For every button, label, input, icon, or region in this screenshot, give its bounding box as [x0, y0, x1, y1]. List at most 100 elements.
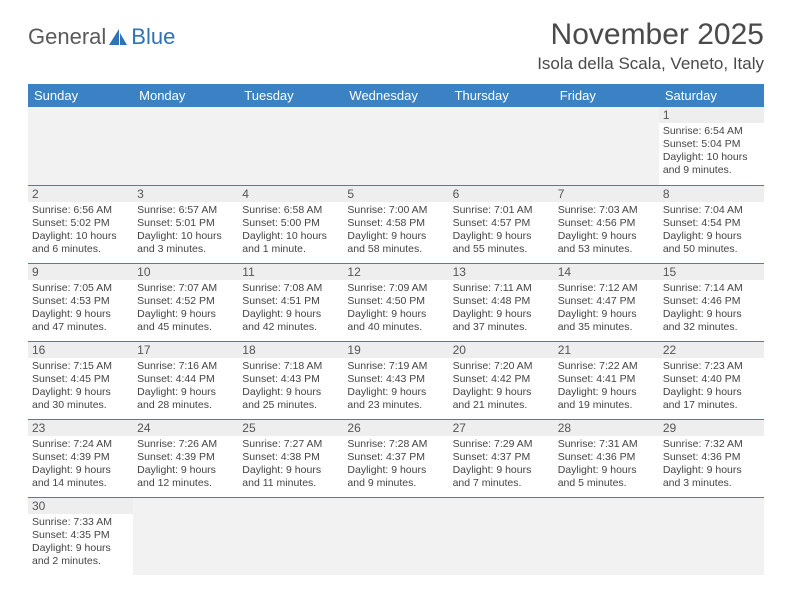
- location: Isola della Scala, Veneto, Italy: [537, 54, 764, 74]
- day-info: Sunrise: 7:32 AMSunset: 4:36 PMDaylight:…: [663, 438, 760, 491]
- daylight-line: Daylight: 9 hours and 50 minutes.: [663, 230, 760, 256]
- weekday-header: Thursday: [449, 84, 554, 107]
- sunrise-line: Sunrise: 7:04 AM: [663, 204, 760, 217]
- sunset-line: Sunset: 4:39 PM: [137, 451, 234, 464]
- daylight-line: Daylight: 9 hours and 2 minutes.: [32, 542, 129, 568]
- sunset-line: Sunset: 4:44 PM: [137, 373, 234, 386]
- day-info: Sunrise: 7:07 AMSunset: 4:52 PMDaylight:…: [137, 282, 234, 335]
- sunset-line: Sunset: 5:04 PM: [663, 138, 760, 151]
- sunrise-line: Sunrise: 7:24 AM: [32, 438, 129, 451]
- sunset-line: Sunset: 4:36 PM: [663, 451, 760, 464]
- day-number: 10: [133, 264, 238, 280]
- daylight-line: Daylight: 9 hours and 37 minutes.: [453, 308, 550, 334]
- sunset-line: Sunset: 5:02 PM: [32, 217, 129, 230]
- daylight-line: Daylight: 9 hours and 28 minutes.: [137, 386, 234, 412]
- sunset-line: Sunset: 4:50 PM: [347, 295, 444, 308]
- day-number: 2: [28, 186, 133, 202]
- sunset-line: Sunset: 4:36 PM: [558, 451, 655, 464]
- calendar-cell: 19 Sunrise: 7:19 AMSunset: 4:43 PMDayligh…: [343, 341, 448, 419]
- sunset-line: Sunset: 4:35 PM: [32, 529, 129, 542]
- sunrise-line: Sunrise: 7:14 AM: [663, 282, 760, 295]
- day-number: 20: [449, 342, 554, 358]
- day-info: Sunrise: 6:58 AMSunset: 5:00 PMDaylight:…: [242, 204, 339, 257]
- sunrise-line: Sunrise: 7:08 AM: [242, 282, 339, 295]
- sunset-line: Sunset: 4:52 PM: [137, 295, 234, 308]
- calendar-cell: 4Sunrise: 6:58 AMSunset: 5:00 PMDaylight…: [238, 185, 343, 263]
- calendar-cell: 26Sunrise: 7:28 AMSunset: 4:37 PMDayligh…: [343, 419, 448, 497]
- calendar-cell: 13Sunrise: 7:11 AMSunset: 4:48 PMDayligh…: [449, 263, 554, 341]
- day-info: Sunrise: 7:05 AMSunset: 4:53 PMDaylight:…: [32, 282, 129, 335]
- sunrise-line: Sunrise: 7:23 AM: [663, 360, 760, 373]
- day-info: Sunrise: 7:01 AMSunset: 4:57 PMDaylight:…: [453, 204, 550, 257]
- day-number: 5: [343, 186, 448, 202]
- calendar-cell: 6 Sunrise: 7:01 AMSunset: 4:57 PMDaylight…: [449, 185, 554, 263]
- sunset-line: Sunset: 4:40 PM: [663, 373, 760, 386]
- day-info: Sunrise: 7:26 AMSunset: 4:39 PMDaylight:…: [137, 438, 234, 491]
- daylight-line: Daylight: 10 hours and 1 minute.: [242, 230, 339, 256]
- sunset-line: Sunset: 4:57 PM: [453, 217, 550, 230]
- sunrise-line: Sunrise: 6:56 AM: [32, 204, 129, 217]
- sunset-line: Sunset: 4:47 PM: [558, 295, 655, 308]
- day-number: 19: [343, 342, 448, 358]
- calendar-cell-empty: [133, 497, 238, 575]
- logo-text-blue: Blue: [131, 24, 175, 50]
- daylight-line: Daylight: 9 hours and 7 minutes.: [453, 464, 550, 490]
- day-number: 17: [133, 342, 238, 358]
- day-info: Sunrise: 7:24 AMSunset: 4:39 PMDaylight:…: [32, 438, 129, 491]
- day-info: Sunrise: 6:54 AMSunset: 5:04 PMDaylight:…: [663, 125, 760, 178]
- sunset-line: Sunset: 4:43 PM: [347, 373, 444, 386]
- calendar-cell: 22Sunrise: 7:23 AMSunset: 4:40 PMDayligh…: [659, 341, 764, 419]
- sunrise-line: Sunrise: 7:28 AM: [347, 438, 444, 451]
- calendar-cell: 15 Sunrise: 7:14 AMSunset: 4:46 PMDayligh…: [659, 263, 764, 341]
- day-number: 25: [238, 420, 343, 436]
- day-info: Sunrise: 7:23 AMSunset: 4:40 PMDaylight:…: [663, 360, 760, 413]
- sunrise-line: Sunrise: 7:33 AM: [32, 516, 129, 529]
- calendar-cell: 1 Sunrise: 6:54 AMSunset: 5:04 PMDaylight…: [659, 107, 764, 185]
- weekday-header: Sunday: [28, 84, 133, 107]
- sunset-line: Sunset: 4:51 PM: [242, 295, 339, 308]
- calendar-cell: 2Sunrise: 6:56 AMSunset: 5:02 PMDaylight…: [28, 185, 133, 263]
- daylight-line: Daylight: 10 hours and 9 minutes.: [663, 151, 760, 177]
- day-number: 6: [449, 186, 554, 202]
- daylight-line: Daylight: 9 hours and 17 minutes.: [663, 386, 760, 412]
- calendar-cell: 11Sunrise: 7:08 AMSunset: 4:51 PMDayligh…: [238, 263, 343, 341]
- daylight-line: Daylight: 9 hours and 30 minutes.: [32, 386, 129, 412]
- calendar-cell-empty: [554, 497, 659, 575]
- weekday-header: Wednesday: [343, 84, 448, 107]
- sunset-line: Sunset: 4:45 PM: [32, 373, 129, 386]
- calendar-cell: 16Sunrise: 7:15 AMSunset: 4:45 PMDayligh…: [28, 341, 133, 419]
- sunset-line: Sunset: 4:56 PM: [558, 217, 655, 230]
- sunset-line: Sunset: 4:37 PM: [453, 451, 550, 464]
- sunrise-line: Sunrise: 7:27 AM: [242, 438, 339, 451]
- sunset-line: Sunset: 4:43 PM: [242, 373, 339, 386]
- calendar-cell: 27Sunrise: 7:29 AMSunset: 4:37 PMDayligh…: [449, 419, 554, 497]
- day-number: 1: [659, 107, 764, 123]
- day-number: 30: [28, 498, 133, 514]
- day-info: Sunrise: 7:19 AMSunset: 4:43 PMDaylight:…: [347, 360, 444, 413]
- day-info: Sunrise: 7:27 AMSunset: 4:38 PMDaylight:…: [242, 438, 339, 491]
- calendar-cell-empty: [449, 497, 554, 575]
- sunset-line: Sunset: 4:37 PM: [347, 451, 444, 464]
- weekday-header: Saturday: [659, 84, 764, 107]
- sunrise-line: Sunrise: 7:12 AM: [558, 282, 655, 295]
- sunrise-line: Sunrise: 7:22 AM: [558, 360, 655, 373]
- calendar-cell-empty: [449, 107, 554, 185]
- day-info: Sunrise: 7:28 AMSunset: 4:37 PMDaylight:…: [347, 438, 444, 491]
- calendar-cell: 23Sunrise: 7:24 AMSunset: 4:39 PMDayligh…: [28, 419, 133, 497]
- sunset-line: Sunset: 4:38 PM: [242, 451, 339, 464]
- daylight-line: Daylight: 9 hours and 35 minutes.: [558, 308, 655, 334]
- day-info: Sunrise: 7:14 AMSunset: 4:46 PMDaylight:…: [663, 282, 760, 335]
- day-number: 15: [659, 264, 764, 280]
- calendar-cell: 25 Sunrise: 7:27 AMSunset: 4:38 PMDayligh…: [238, 419, 343, 497]
- calendar-cell: 30 Sunrise: 7:33 AMSunset: 4:35 PMDayligh…: [28, 497, 133, 575]
- daylight-line: Daylight: 9 hours and 12 minutes.: [137, 464, 234, 490]
- sunrise-line: Sunrise: 7:07 AM: [137, 282, 234, 295]
- calendar-row: 16Sunrise: 7:15 AMSunset: 4:45 PMDayligh…: [28, 341, 764, 419]
- calendar-cell: 18Sunrise: 7:18 AMSunset: 4:43 PMDayligh…: [238, 341, 343, 419]
- sunrise-line: Sunrise: 7:19 AM: [347, 360, 444, 373]
- sunrise-line: Sunrise: 7:26 AM: [137, 438, 234, 451]
- daylight-line: Daylight: 9 hours and 5 minutes.: [558, 464, 655, 490]
- sunset-line: Sunset: 4:39 PM: [32, 451, 129, 464]
- calendar-cell: 7Sunrise: 7:03 AMSunset: 4:56 PMDaylight…: [554, 185, 659, 263]
- sunrise-line: Sunrise: 6:57 AM: [137, 204, 234, 217]
